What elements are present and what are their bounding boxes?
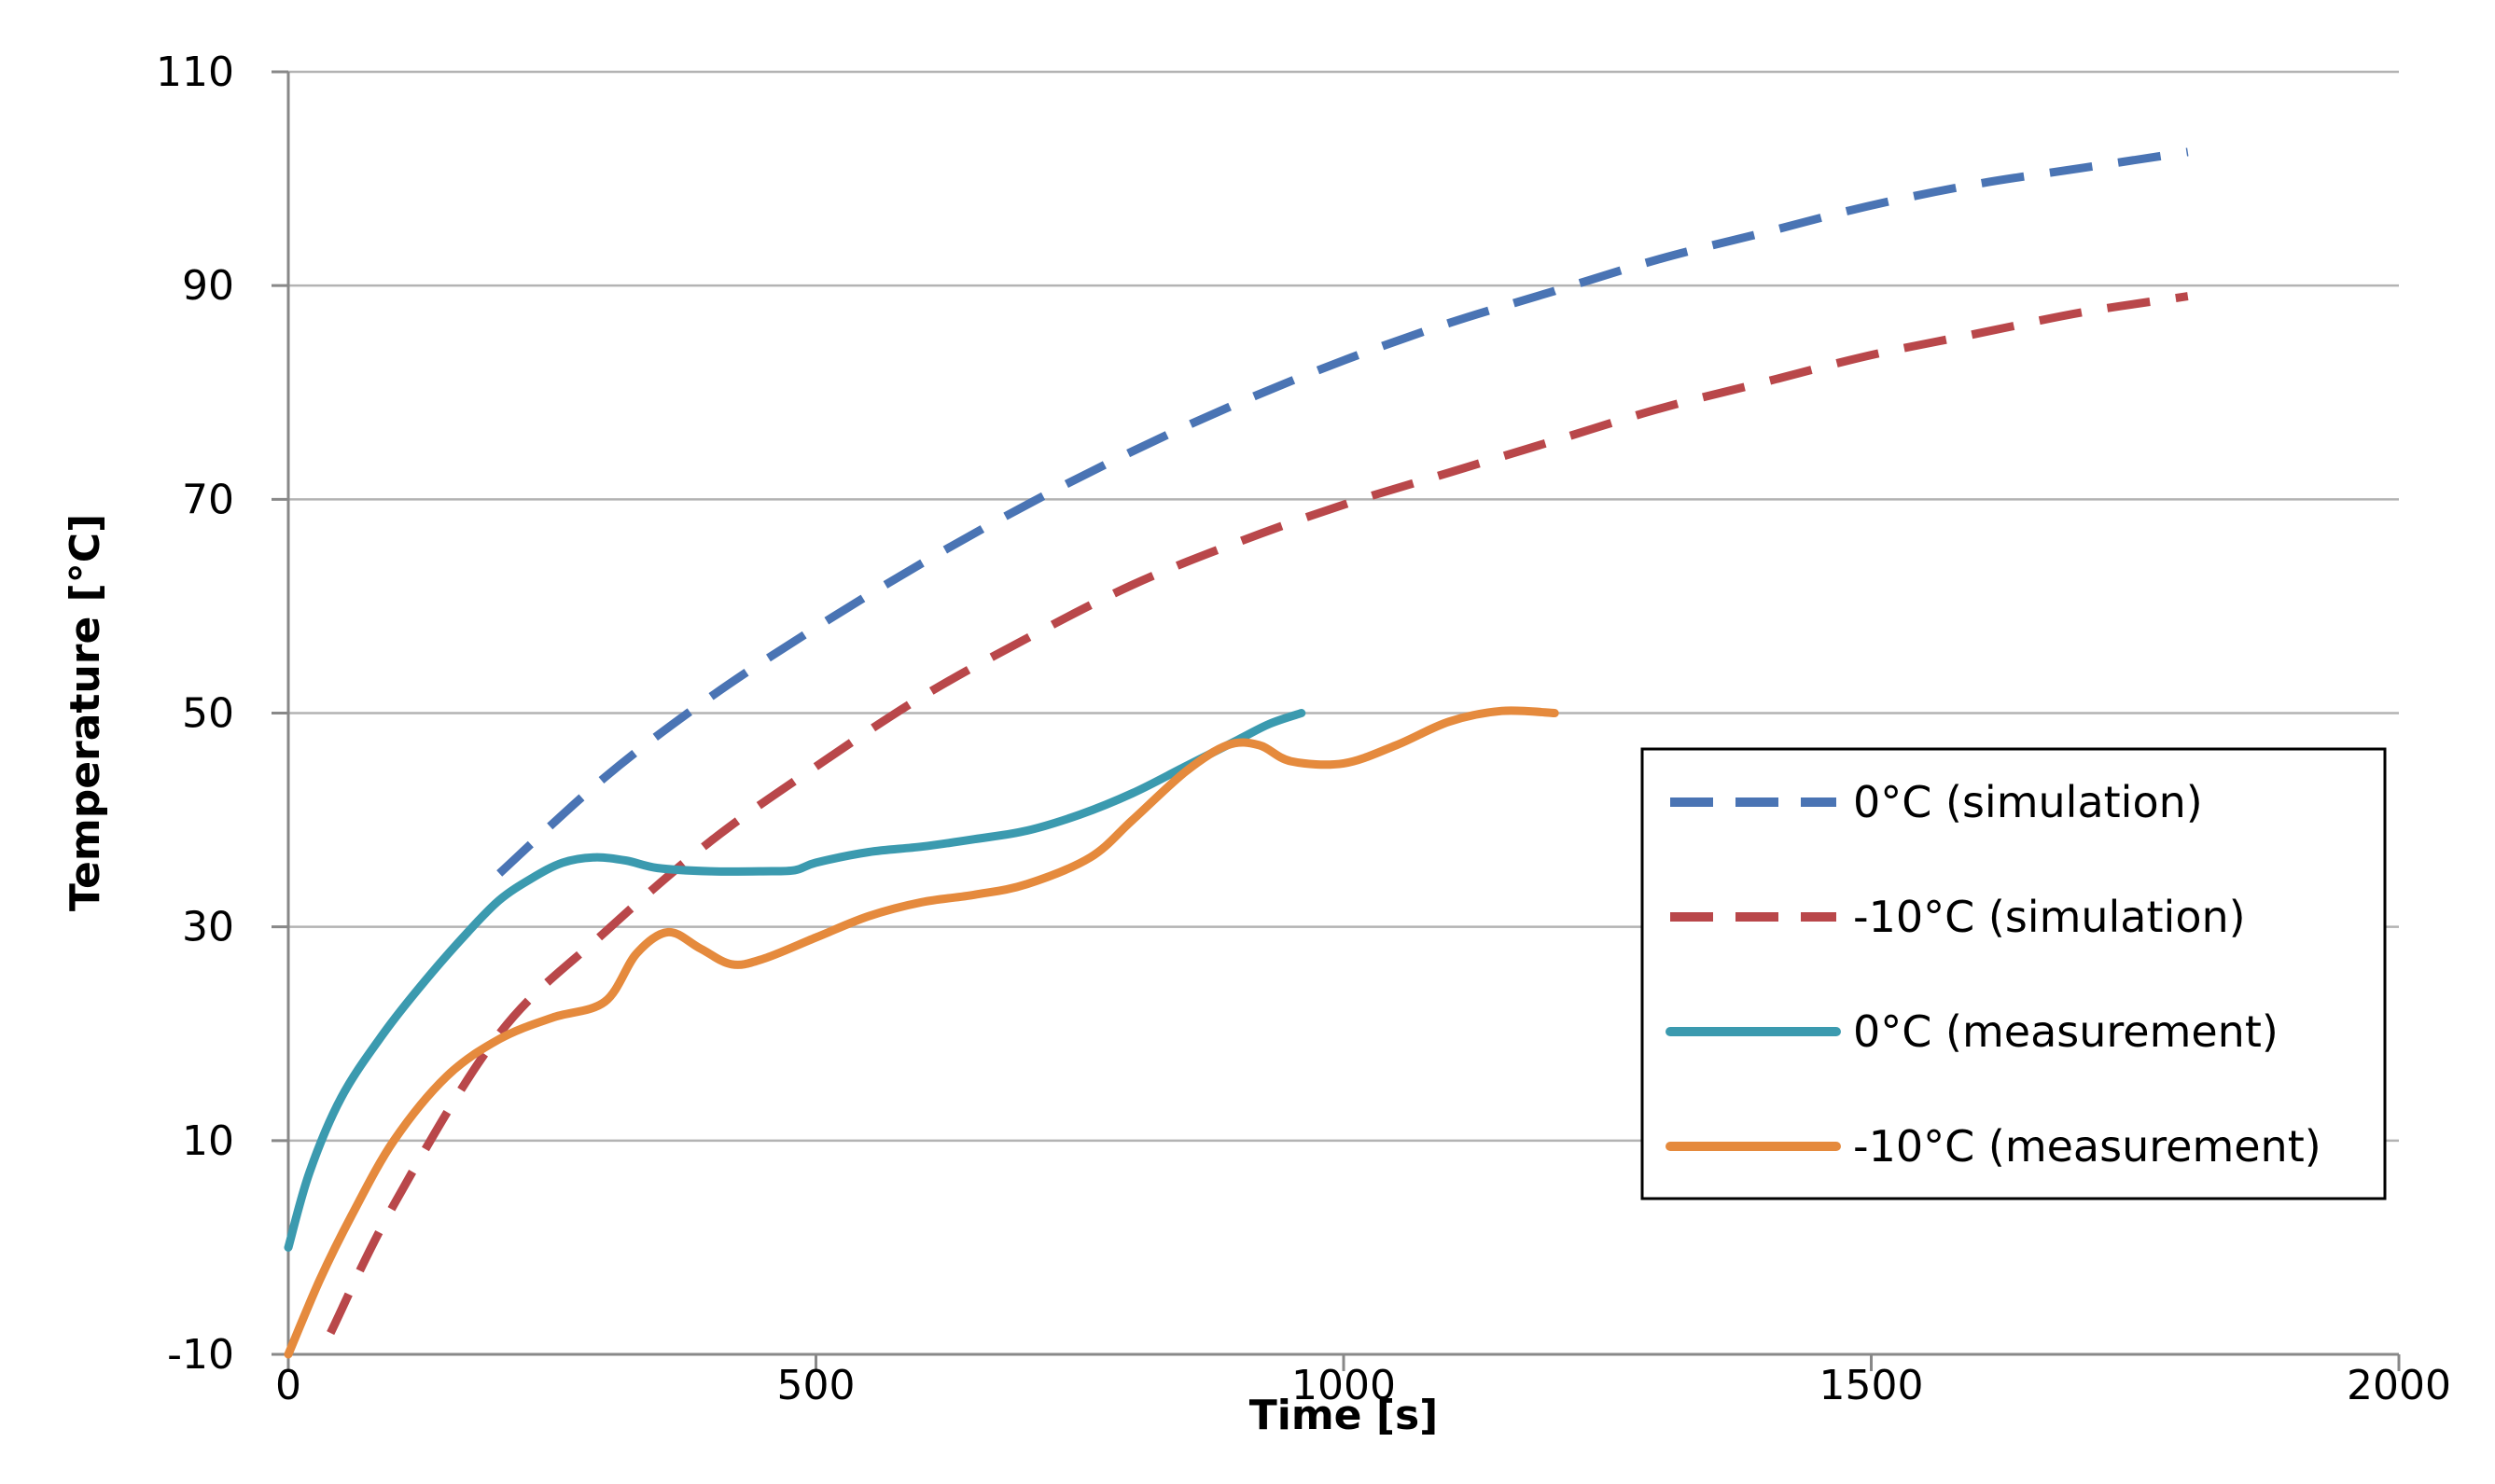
y-tick-label: 110 [156,49,234,96]
y-tick-label: 30 [182,904,234,951]
y-tick-label: 50 [182,690,234,738]
legend-label: -10°C (measurement) [1853,1121,2321,1172]
series-line-2 [327,292,2189,1336]
y-ticks: -10 10 30 50 70 90 110 [156,49,288,1379]
legend-label: 0°C (simulation) [1853,777,2203,827]
series-line-4 [284,706,1559,1359]
y-axis-title: Temperature [°C] [62,514,109,911]
legend: 0°C (simulation) -10°C (simulation) 0°C (m… [1640,747,2387,1200]
y-tick-label: 70 [182,476,234,523]
x-tick-label: 0 [275,1362,301,1409]
x-tick-label: 1000 [1291,1362,1396,1409]
series-group [284,147,2189,1359]
x-tick-label: 2000 [2347,1362,2451,1409]
x-axis-title: Time [s] [1249,1392,1439,1439]
x-tick-label: 500 [777,1362,856,1409]
legend-box [1640,747,2387,1200]
y-tick-label: 90 [182,262,234,310]
series-line-3 [284,709,1306,1252]
x-tick-label: 1500 [1819,1362,1924,1409]
legend-label: -10°C (simulation) [1853,892,2246,942]
x-ticks: 0 500 1000 1500 2000 [275,1354,2451,1409]
legend-label: 0°C (measurement) [1853,1006,2279,1057]
y-tick-label: 10 [182,1117,234,1165]
y-tick-label: -10 [167,1331,234,1379]
